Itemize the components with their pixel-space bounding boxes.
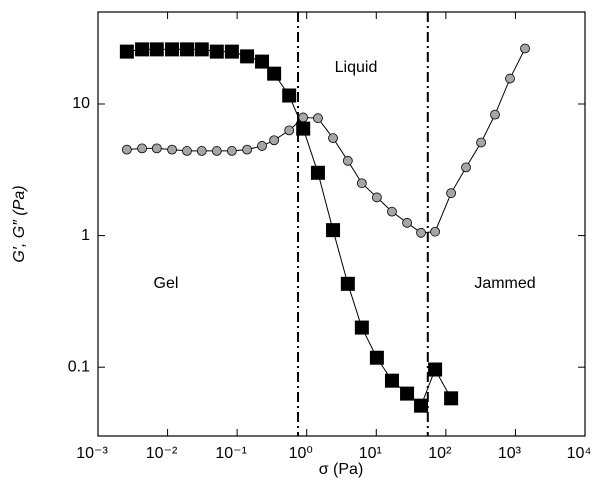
circle-marker [371,192,382,203]
square-marker [414,398,429,413]
circle-marker [226,146,237,156]
x-tick-label: 10¹ [359,445,382,462]
circle-marker [121,144,132,155]
square-marker [310,165,325,180]
circle-marker [505,73,515,84]
circle-marker [269,135,280,146]
x-tick-label: 10² [428,445,452,462]
square-marker [400,386,415,401]
circle-marker [342,155,353,166]
square-marker [369,350,384,365]
series-line [126,48,526,234]
annotation: Jammed [474,275,535,292]
x-tick-label: 10⁻² [146,445,178,462]
square-marker [149,42,164,57]
square-marker [444,391,459,406]
square-marker [428,362,443,377]
square-marker [384,373,399,388]
square-marker [165,42,180,57]
circle-marker [211,146,222,156]
circle-marker [402,217,412,228]
square-marker [282,88,297,103]
circle-marker [257,141,267,151]
circle-marker [387,206,397,217]
circle-marker [242,144,252,155]
square-marker [135,42,150,57]
circle-marker [328,133,338,144]
circle-marker [313,113,323,124]
square-marker [326,223,341,238]
circle-marker [461,162,471,173]
square-marker [354,320,369,335]
circle-marker [298,112,309,123]
square-marker [267,66,282,81]
series-line [126,48,452,407]
x-tick-label: 10⁰ [289,445,313,462]
y-axis-label: G′, G″ (Pa) [11,185,28,262]
x-tick-label: 10⁴ [567,445,592,462]
y-tick-label: 10 [72,95,90,112]
annotation: Gel [154,275,179,292]
square-marker [224,44,239,59]
circle-marker [151,143,162,154]
x-tick-label: 10³ [498,445,522,462]
circle-marker [182,146,192,156]
circle-marker [137,143,147,154]
square-marker [296,121,311,136]
circle-marker [520,43,530,54]
x-tick-label: 10⁻³ [76,445,108,462]
circle-marker [416,227,426,238]
square-marker [240,49,255,64]
square-marker [255,54,270,69]
circle-marker [356,178,367,189]
circle-marker [490,109,500,120]
annotation: Liquid [335,59,378,76]
circle-marker [167,144,177,155]
x-tick-label: 10⁻¹ [215,445,247,462]
y-tick-label: 1 [81,227,90,244]
circle-marker [476,137,486,148]
circle-marker [430,226,440,237]
circle-marker [284,125,295,136]
plot-frame [97,11,586,437]
x-axis-label: σ (Pa) [319,461,364,478]
square-marker [119,44,134,59]
square-marker [340,276,355,291]
square-marker [194,42,209,57]
circle-marker [196,146,207,156]
square-marker [209,44,224,59]
square-marker [179,42,194,57]
circle-marker [446,188,457,199]
y-tick-label: 0.1 [68,358,90,375]
